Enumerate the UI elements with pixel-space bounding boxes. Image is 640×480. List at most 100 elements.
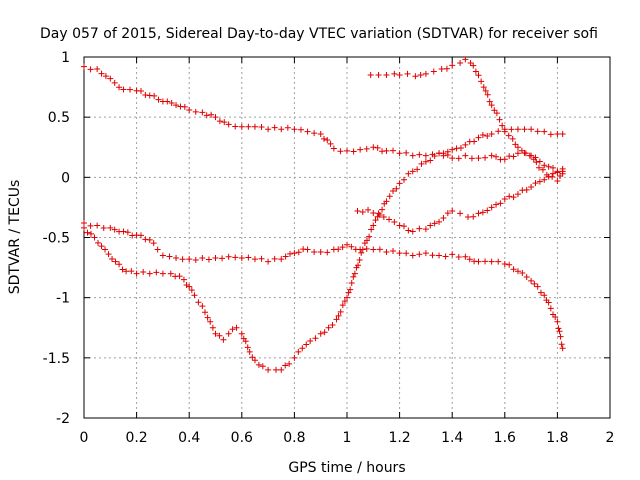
data-point — [534, 128, 541, 135]
data-point — [541, 292, 548, 299]
data-point — [258, 123, 265, 130]
data-point — [265, 126, 272, 133]
data-point — [488, 131, 495, 138]
data-point — [390, 147, 397, 154]
data-point — [251, 256, 258, 263]
data-point — [541, 176, 548, 183]
data-point — [510, 153, 517, 160]
data-point — [514, 144, 521, 151]
data-point — [427, 157, 434, 164]
data-point — [291, 250, 298, 257]
data-point — [123, 268, 130, 275]
data-point — [179, 256, 186, 263]
data-point — [345, 289, 352, 296]
data-point — [192, 108, 199, 115]
data-point — [278, 256, 285, 263]
data-point — [429, 252, 436, 259]
y-tick-label: 0 — [61, 170, 70, 186]
data-point — [375, 210, 382, 217]
data-point — [554, 177, 561, 184]
data-point — [229, 326, 236, 333]
data-point — [350, 148, 357, 155]
data-point — [363, 245, 370, 252]
data-point — [506, 193, 513, 200]
data-point — [299, 345, 306, 352]
data-point — [393, 185, 400, 192]
data-point — [383, 147, 390, 154]
data-point — [545, 173, 552, 180]
data-point — [409, 228, 416, 235]
data-point — [297, 126, 304, 133]
data-point — [396, 150, 403, 157]
chart-title: Day 057 of 2015, Sidereal Day-to-day VTE… — [40, 26, 598, 42]
data-point — [208, 111, 215, 118]
data-point — [286, 360, 293, 367]
data-point — [478, 78, 485, 85]
data-point — [278, 126, 285, 133]
data-point — [372, 217, 379, 224]
data-point — [94, 222, 101, 229]
data-point — [462, 141, 469, 148]
data-point — [409, 168, 416, 175]
data-point — [225, 330, 232, 337]
x-axis-label: GPS time / hours — [288, 460, 405, 476]
data-point — [303, 341, 310, 348]
data-point — [493, 153, 500, 160]
data-point — [330, 145, 337, 152]
data-point — [245, 254, 252, 261]
data-point — [554, 169, 561, 176]
data-point — [455, 155, 462, 162]
data-point — [137, 232, 144, 239]
data-point — [327, 140, 334, 147]
data-point — [258, 255, 265, 262]
data-point — [495, 258, 502, 265]
data-point — [324, 249, 331, 256]
data-point — [344, 147, 350, 154]
data-point — [512, 141, 519, 148]
data-point — [376, 246, 383, 253]
data-point — [488, 204, 495, 211]
data-point — [530, 156, 537, 163]
data-point — [462, 152, 469, 159]
data-point — [344, 241, 350, 248]
data-point — [119, 266, 126, 273]
data-point — [518, 147, 525, 154]
data-point — [221, 119, 228, 126]
data-point — [440, 150, 447, 157]
data-point — [359, 246, 366, 253]
data-point — [295, 249, 302, 256]
data-point — [199, 109, 206, 116]
data-point — [444, 210, 451, 217]
data-point — [514, 126, 521, 133]
data-point — [201, 309, 208, 316]
data-point — [559, 131, 566, 138]
y-tick-label: 1 — [61, 50, 70, 66]
data-point — [199, 303, 206, 310]
data-point — [356, 256, 363, 263]
data-point — [554, 131, 561, 138]
data-point — [521, 126, 528, 133]
data-point — [467, 60, 474, 67]
data-point — [173, 102, 180, 109]
data-point — [436, 252, 443, 259]
data-point — [195, 299, 202, 306]
data-point — [396, 180, 403, 187]
data-point — [120, 228, 127, 235]
data-point — [470, 62, 477, 69]
data-point — [94, 66, 101, 73]
data-point — [192, 257, 199, 264]
data-point — [282, 253, 289, 260]
data-point — [430, 68, 437, 75]
series-3 — [81, 220, 566, 352]
data-point — [137, 87, 144, 94]
data-point — [541, 162, 548, 169]
data-point — [291, 126, 298, 133]
data-point — [510, 194, 517, 201]
data-point — [102, 73, 109, 80]
data-point — [528, 126, 535, 133]
data-point — [541, 128, 548, 135]
data-point — [416, 225, 423, 232]
data-point — [547, 305, 554, 312]
data-point — [207, 318, 214, 325]
data-point — [475, 258, 482, 265]
